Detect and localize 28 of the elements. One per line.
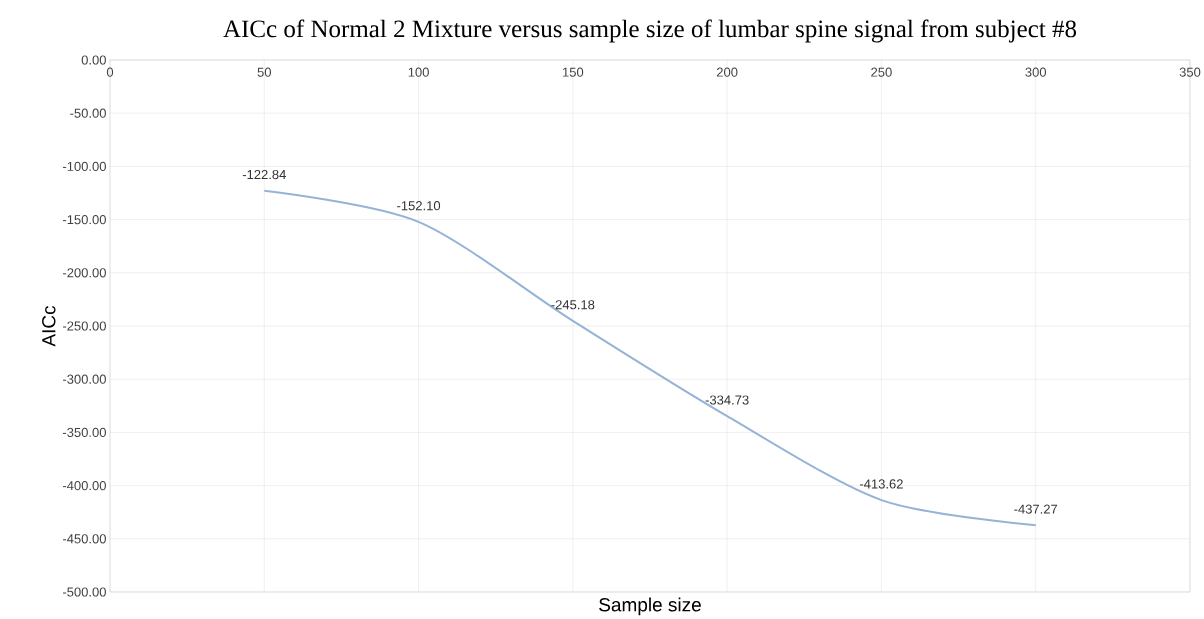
data-label: -413.62	[859, 479, 903, 489]
x-tick-label: 250	[871, 67, 892, 77]
y-tick-label: -500.00	[62, 587, 106, 597]
y-tick-label: -300.00	[62, 374, 106, 384]
x-tick-label: 50	[257, 67, 272, 77]
y-tick-label: -450.00	[62, 534, 106, 544]
x-tick-label: 0	[106, 67, 114, 77]
y-tick-label: 0.00	[81, 55, 106, 65]
x-tick-label: 350	[1179, 67, 1201, 77]
x-axis-title: Sample size	[599, 597, 701, 616]
data-label: -334.73	[705, 395, 749, 405]
data-label: -152.10	[397, 201, 441, 211]
x-tick-label: 300	[1025, 67, 1047, 77]
y-axis-title: AICc	[42, 305, 56, 347]
x-tick-label: 150	[563, 67, 584, 77]
x-tick-label: 100	[408, 67, 429, 77]
x-tick-label: 200	[716, 67, 738, 77]
data-label: -122.84	[242, 169, 286, 180]
data-label: -245.18	[551, 300, 595, 310]
y-tick-label: -400.00	[62, 480, 106, 491]
y-tick-label: -350.00	[62, 427, 106, 437]
y-tick-label: -250.00	[62, 321, 106, 331]
y-tick-label: -150.00	[62, 214, 106, 225]
data-label: -437.27	[1014, 504, 1058, 514]
y-tick-label: -200.00	[62, 268, 106, 278]
chart-title: AICc of Normal 2 Mixture versus sample size of lumbar spine signal from subject #8	[223, 19, 1077, 43]
y-tick-label: -100.00	[62, 161, 106, 171]
y-tick-label: -50.00	[70, 108, 106, 118]
